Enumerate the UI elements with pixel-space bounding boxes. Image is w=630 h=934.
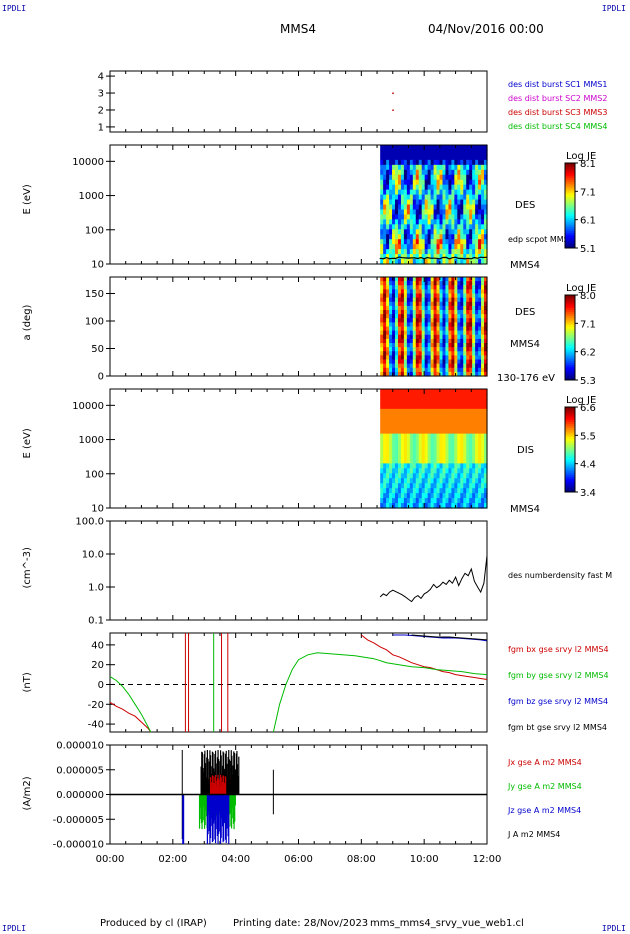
b-field-series-line xyxy=(412,635,487,640)
density-y-axis-label: (cm^-3) xyxy=(22,547,33,588)
des-energy-colorbar-label: 7.1 xyxy=(580,187,596,198)
dis-energy-y-tick-label: 10000 xyxy=(72,401,104,412)
density-y-tick-label: 0.1 xyxy=(88,616,104,627)
b-field-series-line xyxy=(110,653,487,732)
b-field-legend-entry: fgm bz gse srvy l2 MMS4 xyxy=(508,697,608,706)
density-series-line xyxy=(380,556,487,602)
burst-legend-entry: des dist burst SC1 MMS1 xyxy=(508,80,607,89)
b-field-y-tick-label: 0 xyxy=(98,680,104,691)
dis-energy-y-tick-label: 1000 xyxy=(79,435,104,446)
burst-legend-entry: des dist burst SC3 MMS3 xyxy=(508,108,607,117)
burst-y-tick-label: 3 xyxy=(98,89,104,100)
des-energy-y-tick-label: 10000 xyxy=(72,157,104,168)
b-field-y-tick-label: 40 xyxy=(91,640,104,651)
b-field-y-tick-label: -40 xyxy=(88,720,104,731)
des-pitch-colorbar-label: 5.3 xyxy=(580,376,596,387)
x-axis-tick-label: 10:00 xyxy=(410,854,439,865)
des-energy-instrument-label: DES xyxy=(515,200,535,211)
des-energy-y-tick-label: 10 xyxy=(91,260,104,271)
des-energy-colorbar-label: 6.1 xyxy=(580,216,596,227)
current-y-tick-label: -0.000005 xyxy=(53,815,104,826)
des-pitch-colorbar-label: 6.2 xyxy=(580,348,596,359)
x-axis-tick-label: 08:00 xyxy=(347,854,376,865)
x-axis-tick-label: 00:00 xyxy=(96,854,125,865)
b-field-y-tick-label: -20 xyxy=(88,700,104,711)
des-energy-spacecraft-label: MMS4 xyxy=(510,260,540,271)
density-y-tick-label: 10.0 xyxy=(82,550,104,561)
current-legend-entry: Jz gse A m2 MMS4 xyxy=(507,806,581,815)
current-y-axis-label: (A/m2) xyxy=(22,776,33,810)
dis-energy-colorbar-label: 4.4 xyxy=(580,460,596,471)
burst-y-tick-label: 4 xyxy=(98,72,104,83)
des-pitch-colorbar-label: 7.1 xyxy=(580,319,596,330)
density-y-tick-label: 100.0 xyxy=(75,517,104,528)
b-field-y-tick-label: 20 xyxy=(91,660,104,671)
b-field-panel-frame xyxy=(110,633,487,732)
dis-energy-y-tick-label: 100 xyxy=(85,469,104,480)
dis-energy-colorbar-label: 3.4 xyxy=(580,488,596,499)
des-pitch-colorbar-label: 8.0 xyxy=(580,291,596,302)
des-energy-scpot-label: edp scpot MMS4 xyxy=(508,235,574,244)
dis-energy-colorbar-label: 5.5 xyxy=(580,431,596,442)
b-field-series-line xyxy=(110,635,487,732)
current-y-tick-label: 0.000010 xyxy=(56,741,104,752)
des-pitch-y-axis-label: a (deg) xyxy=(22,304,33,340)
burst-legend-entry: des dist burst SC2 MMS2 xyxy=(508,94,607,103)
des-pitch-cells xyxy=(380,277,487,377)
des-pitch-y-tick-label: 50 xyxy=(91,344,104,355)
b-field-y-axis-label: (nT) xyxy=(22,672,33,692)
des-energy-y-tick-label: 1000 xyxy=(79,191,104,202)
des-energy-colorbar-label: 5.1 xyxy=(580,244,596,255)
des-energy-y-tick-label: 100 xyxy=(85,225,104,236)
current-y-tick-label: -0.000010 xyxy=(53,840,104,851)
current-bursts xyxy=(200,750,239,844)
current-y-tick-label: 0.000005 xyxy=(56,765,104,776)
x-axis-tick-label: 06:00 xyxy=(284,854,313,865)
dis-energy-colorbar-label: 6.6 xyxy=(580,403,596,414)
burst-y-tick-label: 1 xyxy=(98,122,104,133)
current-legend-entry: Jx gse A m2 MMS4 xyxy=(507,758,582,767)
burst-point xyxy=(392,109,394,111)
dis-energy-y-tick-label: 10 xyxy=(91,504,104,515)
burst-legend-entry: des dist burst SC4 MMS4 xyxy=(508,122,607,131)
dis-energy-spacecraft-label: MMS4 xyxy=(510,504,540,515)
b-field-legend-entry: fgm bt gse srvy l2 MMS4 xyxy=(508,723,607,732)
des-energy-y-axis-label: E (eV) xyxy=(22,184,33,214)
burst-panel-frame xyxy=(110,71,487,132)
density-panel-frame xyxy=(110,521,487,620)
burst-y-tick-label: 2 xyxy=(98,105,104,116)
des-pitch-y-tick-label: 100 xyxy=(85,317,104,328)
des-energy-cells xyxy=(380,145,487,265)
des-pitch-y-tick-label: 0 xyxy=(98,372,104,383)
dis-energy-instrument-label: DIS xyxy=(517,445,534,456)
current-y-tick-label: 0.000000 xyxy=(56,790,104,801)
dis-energy-y-axis-label: E (eV) xyxy=(22,428,33,458)
des-pitch-instrument-label: DES xyxy=(515,307,535,318)
density-y-tick-label: 1.0 xyxy=(88,583,104,594)
des-pitch-spacecraft-label: MMS4 xyxy=(510,339,540,350)
x-axis-tick-label: 02:00 xyxy=(158,854,187,865)
density-legend-entry: des numberdensity fast M xyxy=(508,571,612,580)
burst-point xyxy=(392,93,394,95)
current-legend-entry: J A m2 MMS4 xyxy=(507,830,560,839)
des-pitch-energy-range-label: 130-176 eV xyxy=(497,373,555,384)
x-axis-tick-label: 12:00 xyxy=(473,854,502,865)
b-field-legend-entry: fgm by gse srvy l2 MMS4 xyxy=(508,671,609,680)
des-energy-colorbar-label: 8.1 xyxy=(580,159,596,170)
b-field-legend-entry: fgm bx gse srvy l2 MMS4 xyxy=(508,645,609,654)
current-legend-entry: Jy gse A m2 MMS4 xyxy=(507,782,582,791)
x-axis-tick-label: 04:00 xyxy=(221,854,250,865)
dis-energy-cells xyxy=(380,389,487,509)
des-pitch-y-tick-label: 150 xyxy=(85,289,104,300)
